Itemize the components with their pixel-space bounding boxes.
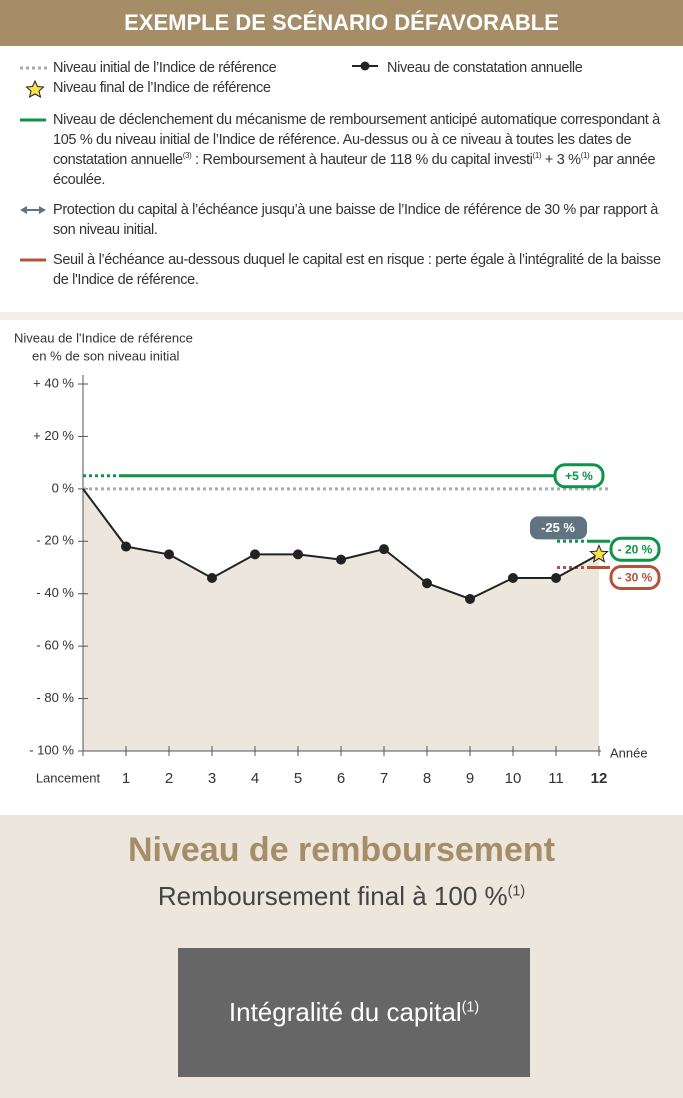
superscript: (1): [580, 151, 590, 161]
result-subtitle: Remboursement final à 100 %(1): [0, 881, 683, 912]
point: [422, 578, 432, 589]
value-label: -25 %: [541, 520, 575, 535]
y-tick-label: - 40 %: [36, 585, 74, 600]
legend-row: Niveau final de l’Indice de référence: [0, 78, 663, 98]
y-axis-title: en % de son niveau initial: [32, 348, 180, 363]
x-tick-label: 1: [122, 770, 130, 787]
point: [164, 549, 174, 560]
chart: Niveau de l'Indice de référence en % de s…: [14, 330, 661, 787]
y-tick-label: + 40 %: [33, 375, 74, 390]
reference-badge: [553, 463, 605, 489]
text: Intégralité du capital: [228, 997, 462, 1027]
reference-label: - 30 %: [618, 571, 653, 585]
x-tick-label: Lancement: [36, 770, 101, 785]
x-tick-label: 11: [548, 770, 564, 787]
legend-icon: [350, 58, 380, 80]
x-tick-label: 6: [337, 770, 345, 787]
y-tick-label: - 80 %: [36, 690, 74, 705]
legend-icon: [20, 206, 46, 214]
point: [465, 593, 475, 604]
result-panel: Niveau de remboursement Remboursement fi…: [0, 815, 683, 1098]
superscript: (1): [532, 151, 542, 161]
text: par année écoulée.: [53, 152, 656, 188]
superscript: (3): [182, 151, 192, 161]
point: [207, 572, 217, 583]
reference-label: +5 %: [565, 469, 593, 483]
legend-row: Niveau de déclenchement du mécanisme de …: [0, 110, 663, 190]
text: Remboursement final à 100 %: [157, 881, 508, 911]
text: : Remboursement à hauteur de 118 % du ca…: [191, 152, 533, 168]
text: Niveau initial de l’Indice de référence: [53, 60, 277, 76]
reference-badge: [609, 536, 661, 562]
value-badge: [530, 516, 587, 540]
x-tick-label: 4: [251, 770, 259, 787]
final-star: [589, 544, 609, 563]
point: [336, 554, 346, 565]
y-tick-label: + 20 %: [33, 428, 74, 443]
legend-row: Seuil à l’échéance au-dessous duquel le …: [0, 250, 663, 290]
legend-icon: [20, 118, 46, 122]
area: [83, 488, 599, 751]
x-tick-label: 3: [208, 770, 216, 787]
text: Niveau final de l’Indice de référence: [53, 80, 271, 96]
legend: Niveau initial de l’Indice de référence …: [0, 58, 683, 290]
separator: [0, 312, 683, 320]
legend-row: Protection du capital à l’échéance jusqu…: [0, 200, 663, 240]
header-title: EXEMPLE DE SCÉNARIO DÉFAVORABLE: [0, 0, 683, 46]
x-tick-label: 7: [380, 770, 388, 787]
x-tick-label: 5: [294, 770, 302, 787]
x-tick-label: 8: [423, 770, 431, 787]
point: [293, 549, 303, 560]
point: [250, 549, 260, 560]
x-tick-label: 9: [466, 770, 474, 787]
legend-icon: [25, 80, 45, 98]
x-tick-label: 10: [505, 770, 522, 787]
x-tick-label: 2: [165, 770, 173, 787]
reference-badge: [609, 565, 661, 590]
legend-icon: [20, 258, 46, 262]
y-tick-label: - 20 %: [36, 533, 74, 548]
point: [551, 572, 561, 583]
y-tick-label: - 100 %: [29, 742, 74, 757]
point: [379, 544, 389, 555]
y-axis-title: Niveau de l'Indice de référence: [14, 330, 193, 345]
text: Protection du capital à l’échéance jusqu…: [53, 202, 659, 238]
reference-label: - 20 %: [618, 542, 653, 556]
x-tick-label: 12: [591, 770, 608, 787]
result-title: Niveau de remboursement: [127, 831, 556, 869]
y-tick-label: - 60 %: [36, 638, 74, 653]
point: [121, 541, 131, 552]
y-tick-label: 0 %: [52, 480, 75, 495]
result-box: Intégralité du capital(1): [178, 948, 530, 1077]
text: + 3 %: [541, 152, 581, 168]
legend-text: Niveau de constatation annuelle: [387, 60, 583, 76]
text: Niveau de déclenchement du mécanisme de …: [53, 112, 660, 168]
legend-icon: [20, 66, 48, 70]
superscript: (1): [507, 883, 526, 900]
text: Seuil à l’échéance au-dessous duquel le …: [53, 252, 661, 288]
x-axis-title: Année: [610, 745, 648, 760]
point: [508, 572, 518, 583]
superscript: (1): [461, 999, 480, 1016]
legend-row: Niveau initial de l’Indice de référence …: [0, 58, 663, 78]
